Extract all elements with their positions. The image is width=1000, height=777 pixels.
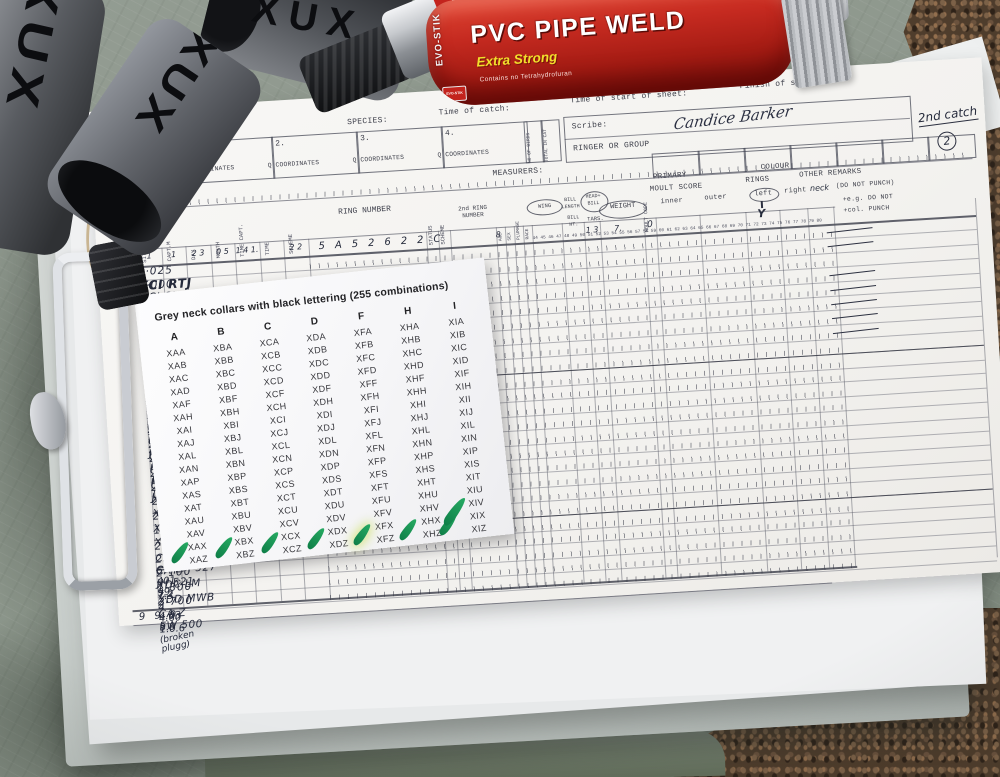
- card-column-letter: C: [263, 321, 272, 333]
- coordinates-cell-label: COORDINATES: [360, 153, 405, 164]
- coordinates-cell-q: Q: [267, 161, 272, 170]
- bill-length-header: BILL LENGTH: [561, 196, 580, 211]
- left-key-value: 1 4 1.: [235, 244, 259, 256]
- coordinates-cell: 3. COORDINATES Q: [355, 126, 446, 174]
- card-column-letter: A: [170, 331, 179, 344]
- count-column-box: [540, 119, 562, 163]
- collar-code-lettering: XUX: [0, 0, 74, 120]
- moult-score-header: MOULT SCORE: [649, 182, 703, 194]
- coordinates-cell: 2. COORDINATES Q: [270, 131, 361, 179]
- eg-note-1: +e.g. DO NOT: [842, 193, 894, 204]
- coordinates-cell-label: COORDINATES: [445, 148, 490, 159]
- left-column-header: TIME: [262, 241, 271, 256]
- clipboard-clip: [26, 236, 151, 592]
- right-header: right: [783, 186, 807, 196]
- pvc-tube-body: EVO-STIK EVO-STIK PVC PIPE WELD Extra St…: [424, 0, 797, 108]
- pvc-tube-crimped-end: [780, 0, 853, 89]
- evostik-logo-badge: EVO-STIK: [442, 85, 468, 103]
- species-label: SPECIES:: [346, 115, 389, 128]
- punch-header: (DO NOT PUNCH): [835, 178, 895, 190]
- outer-header: outer: [704, 193, 728, 203]
- inner-header: inner: [660, 196, 684, 207]
- catch-note-handwriting: 2nd catch: [917, 103, 979, 128]
- coordinates-cell-number: 4.: [444, 128, 455, 139]
- left-key-value: 0 5: [215, 246, 230, 257]
- coordinates-cell-number: 2.: [275, 139, 286, 149]
- y-mark-handwriting: Y: [757, 206, 766, 221]
- card-column-letter: B: [216, 326, 226, 339]
- left-key-value: 2 3: [191, 248, 205, 258]
- left-key-value: 2 2: [289, 242, 303, 252]
- coordinates-cell-number: 3.: [359, 133, 371, 144]
- pvc-product-title: PVC PIPE WELD: [469, 6, 687, 49]
- card-column-letter: I: [452, 300, 457, 313]
- card-column-letter: F: [357, 310, 365, 323]
- eg-note-2: +col. PUNCH: [843, 204, 890, 215]
- coordinates-cell: 4. COORDINATES: [440, 121, 530, 169]
- rings-header: RINGS: [745, 175, 770, 185]
- pvc-subtitle: Extra Strong: [475, 49, 558, 70]
- left-key-value: 1: [170, 249, 177, 260]
- coordinates-cell-q: Q: [437, 151, 442, 159]
- coordinates-cell-q: Q: [352, 156, 357, 164]
- card-column-letter: D: [310, 315, 319, 328]
- collar-code: XIZ: [470, 522, 488, 535]
- ring2-header: 2nd RING NUMBER: [457, 203, 488, 220]
- pvc-fine-print: Contains no Tetrahydrofuran: [479, 70, 573, 84]
- card-column-letter: H: [403, 305, 413, 318]
- measurers-label: MEASURERS:: [492, 166, 544, 179]
- neck-header: neck: [809, 182, 830, 194]
- pvc-brand-vertical: EVO-STIK: [430, 12, 446, 67]
- collar-codes-card: Grey neck collars with black lettering (…: [134, 257, 515, 573]
- other-remarks-header: OTHER REMARKS: [798, 167, 862, 180]
- ring-number-header: RING NUMBER: [337, 204, 392, 217]
- coordinates-cell-label: COORDINATES: [275, 158, 320, 169]
